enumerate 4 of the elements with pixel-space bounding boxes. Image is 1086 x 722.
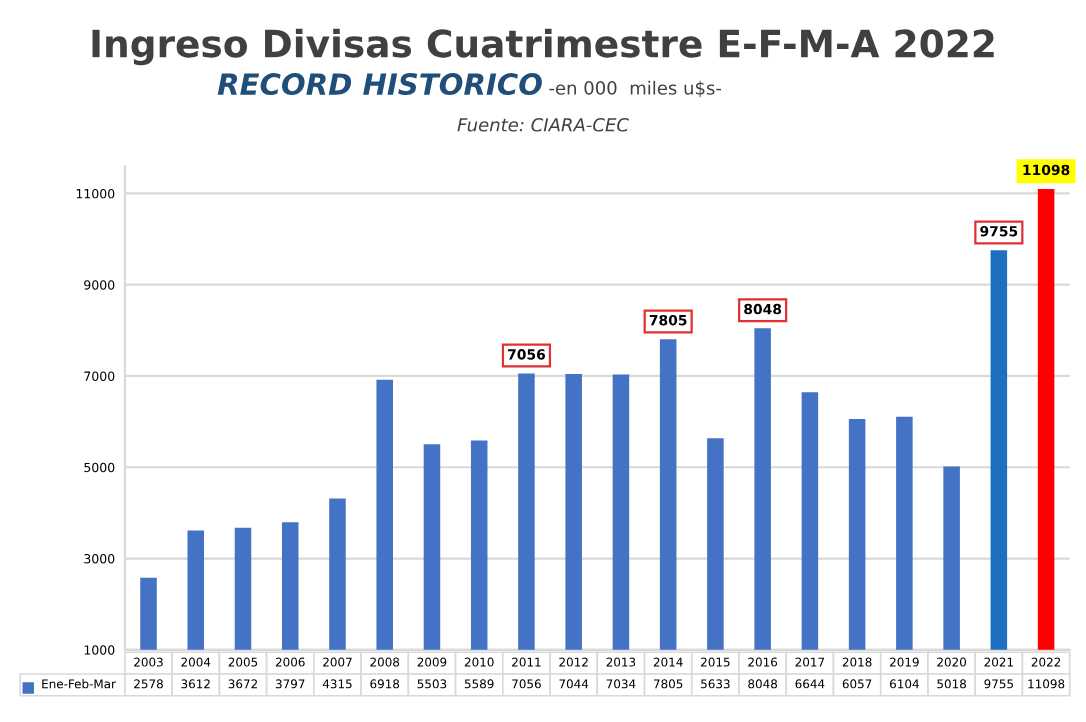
source-note: Fuente: CIARA-CEC [457, 117, 629, 132]
text: -en 000 miles u$s- [549, 80, 722, 98]
chart-title: Ingreso Divisas Cuatrimestre E-F-M-A 2022 [92, 28, 994, 66]
chart-subtitle: RECORD HISTORICO [217, 73, 542, 96]
